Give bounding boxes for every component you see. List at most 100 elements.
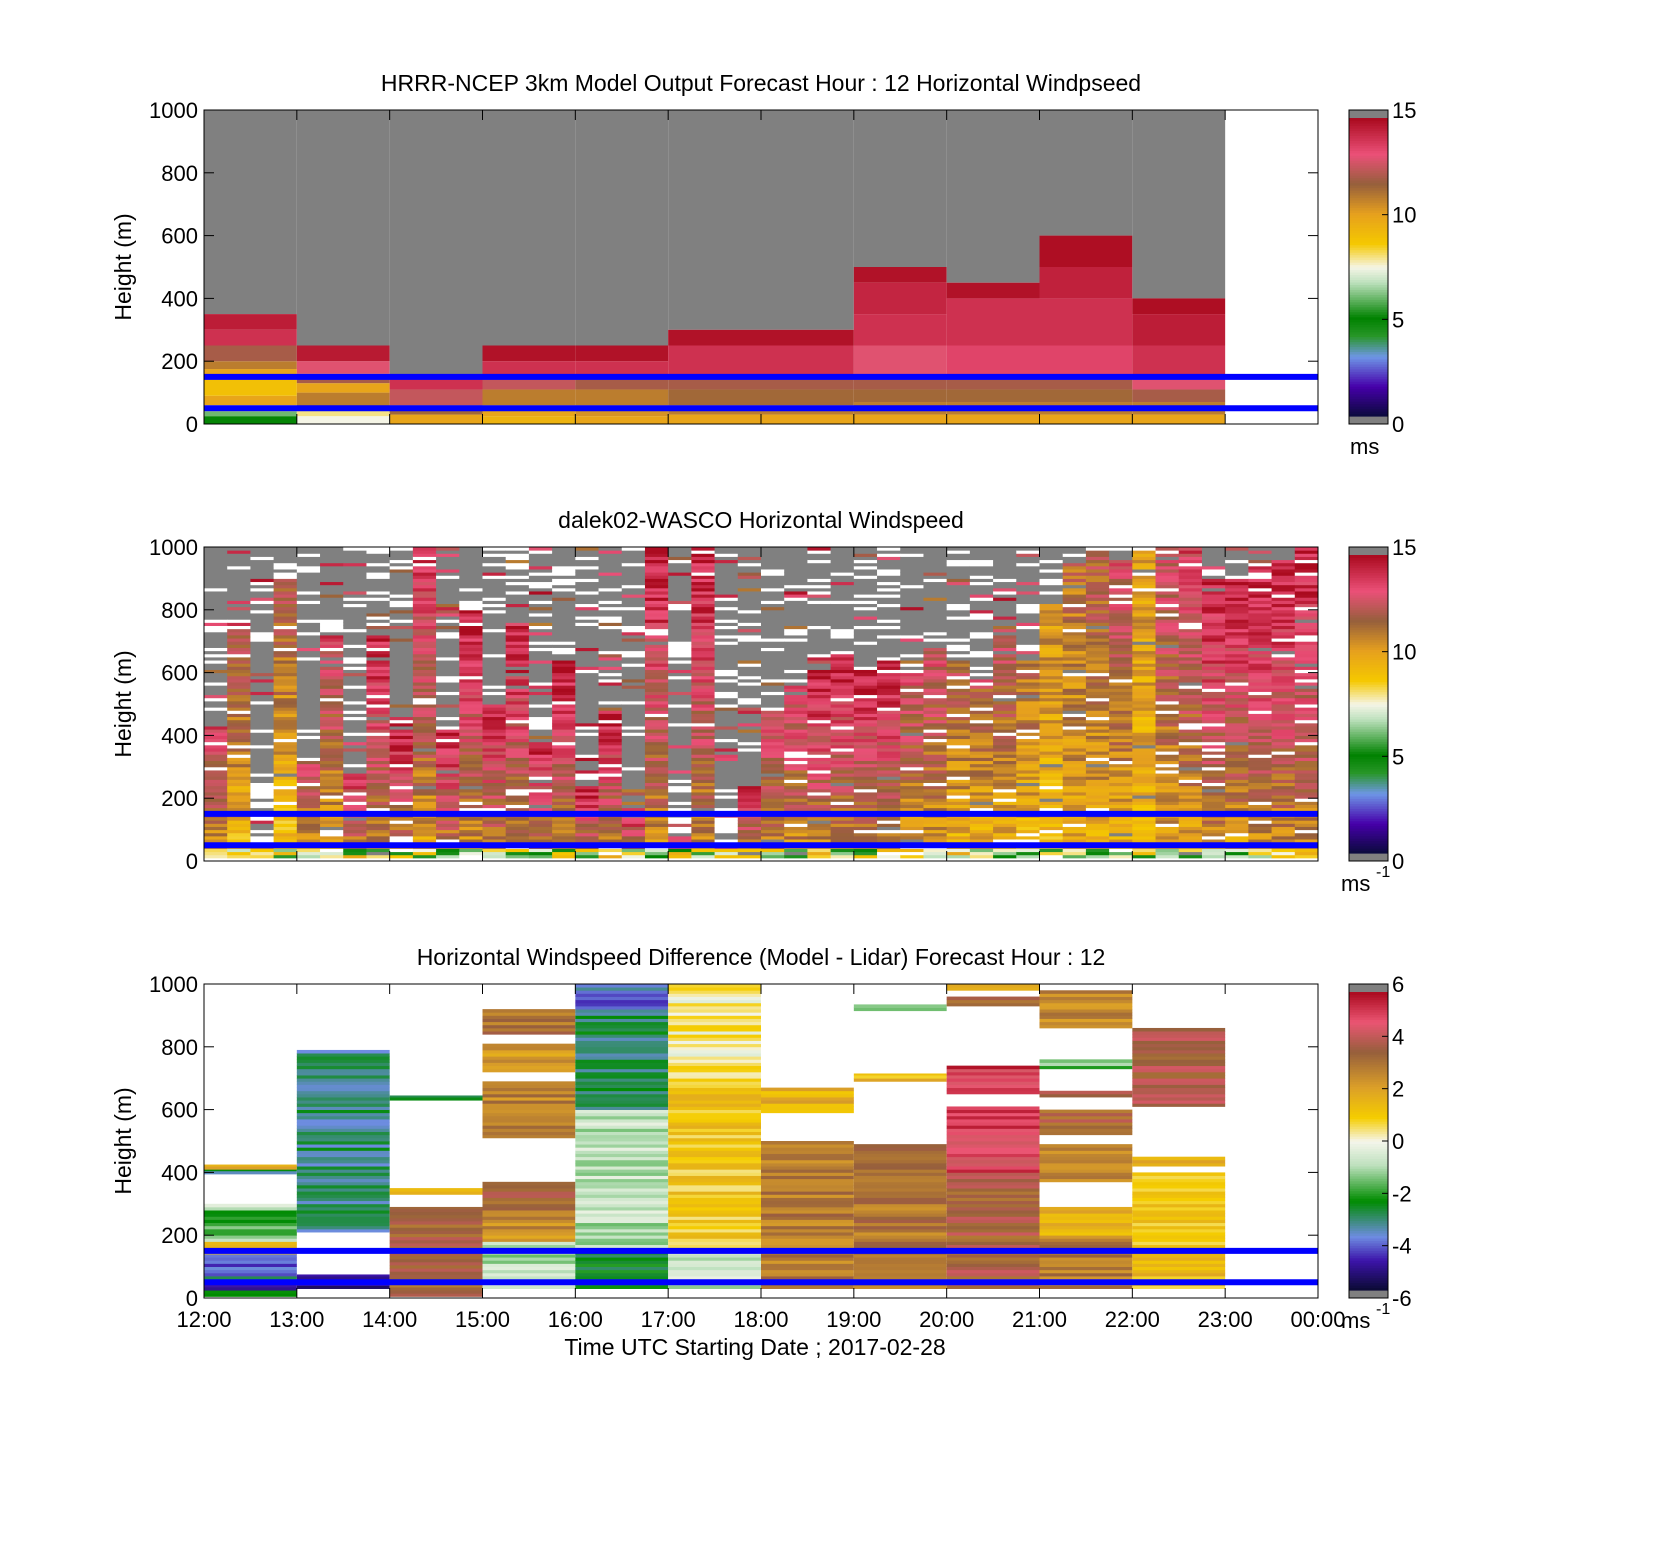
heatmap-cell [1271, 735, 1296, 740]
heatmap-cell [1062, 660, 1087, 664]
heatmap-cell [1016, 782, 1040, 787]
heatmap-cell [598, 760, 623, 765]
heatmap-cell [644, 766, 669, 771]
heatmap-cell [1039, 776, 1064, 780]
heatmap-cell [900, 609, 924, 614]
heatmap-cell [761, 660, 785, 664]
heatmap-cell [644, 663, 669, 667]
heatmap-cell [227, 713, 251, 718]
heatmap-cell [1062, 710, 1087, 714]
heatmap-cell [1155, 584, 1180, 589]
heatmap-cell [250, 795, 275, 799]
heatmap-cell [993, 760, 1017, 765]
heatmap-cell [621, 823, 646, 827]
heatmap-cell [1062, 820, 1087, 824]
heatmap-cell [250, 612, 275, 617]
heatmap-cell [969, 672, 994, 677]
heatmap-cell [227, 735, 251, 740]
heatmap-cell [204, 798, 228, 802]
heatmap-cell [1248, 839, 1273, 843]
heatmap-cell [923, 754, 948, 758]
heatmap-cell [1271, 700, 1296, 705]
heatmap-cell [761, 791, 785, 796]
heatmap-cell [1248, 616, 1273, 620]
heatmap-cell [505, 697, 530, 702]
heatmap-cell [273, 754, 298, 758]
heatmap-cell [1062, 848, 1087, 853]
heatmap-cell [761, 832, 785, 837]
heatmap-cell [644, 562, 669, 567]
heatmap-cell [320, 795, 344, 799]
heatmap-cell [621, 619, 646, 623]
heatmap-cell [436, 685, 460, 689]
heatmap-cell [204, 716, 228, 721]
heatmap-cell [644, 572, 669, 576]
heatmap-cell [296, 660, 321, 664]
colorbar-step [1349, 217, 1388, 221]
heatmap-cell [1132, 376, 1226, 390]
heatmap-cell [528, 609, 553, 614]
heatmap-cell [482, 660, 507, 664]
heatmap-cell [1016, 694, 1040, 699]
heatmap-cell [668, 682, 692, 686]
heatmap-cell [691, 606, 716, 611]
heatmap-cell [691, 773, 716, 777]
heatmap-cell [1085, 725, 1110, 730]
heatmap-cell [320, 766, 344, 771]
heatmap-cell [691, 641, 716, 645]
heatmap-cell [250, 581, 275, 586]
heatmap-cell [668, 741, 692, 746]
heatmap-cell [853, 704, 878, 708]
heatmap-cell [505, 669, 530, 674]
heatmap-cell [1225, 788, 1249, 793]
heatmap-cell [784, 584, 808, 589]
heatmap-cell [1109, 612, 1133, 617]
heatmap-cell [412, 587, 437, 592]
heatmap-cell [714, 823, 739, 827]
heatmap-cell [621, 700, 646, 705]
heatmap-cell [900, 672, 924, 677]
heatmap-cell [575, 719, 600, 724]
heatmap-cell [1109, 798, 1133, 802]
heatmap-cell [621, 798, 646, 802]
heatmap-cell [1016, 590, 1040, 595]
heatmap-cell [1132, 625, 1157, 630]
heatmap-cell [877, 788, 901, 793]
heatmap-cell [993, 669, 1017, 674]
heatmap-cell [830, 562, 855, 567]
heatmap-cell [1132, 697, 1157, 702]
heatmap-cell [505, 663, 530, 667]
heatmap-cell [1062, 854, 1087, 859]
heatmap-cell [552, 597, 576, 601]
heatmap-cell [1225, 704, 1249, 708]
heatmap-cell [668, 556, 692, 561]
heatmap-cell [1271, 572, 1296, 576]
heatmap-cell [1109, 788, 1133, 793]
heatmap-cell [459, 688, 483, 692]
heatmap-cell [575, 779, 600, 783]
heatmap-cell [273, 597, 298, 601]
heatmap-cell [1271, 801, 1296, 805]
heatmap-cell [552, 616, 576, 620]
heatmap-cell [320, 829, 344, 834]
heatmap-cell [923, 779, 948, 783]
heatmap-cell [714, 757, 739, 762]
heatmap-cell [1016, 713, 1040, 718]
heatmap-cell [459, 587, 483, 592]
heatmap-cell [528, 826, 553, 831]
heatmap-cell [366, 565, 391, 570]
heatmap-cell [1016, 685, 1040, 689]
heatmap-cell [1016, 766, 1040, 771]
heatmap-cell [877, 763, 901, 768]
heatmap-cell [552, 619, 576, 623]
heatmap-cell [853, 713, 878, 718]
heatmap-cell [668, 594, 692, 598]
heatmap-cell [1062, 713, 1087, 718]
heatmap-cell [737, 854, 762, 859]
heatmap-cell [621, 788, 646, 793]
heatmap-cell [250, 751, 275, 755]
heatmap-cell [644, 788, 669, 793]
heatmap-cell [807, 735, 832, 740]
heatmap-cell [1294, 776, 1319, 780]
heatmap-cell [1155, 798, 1180, 802]
